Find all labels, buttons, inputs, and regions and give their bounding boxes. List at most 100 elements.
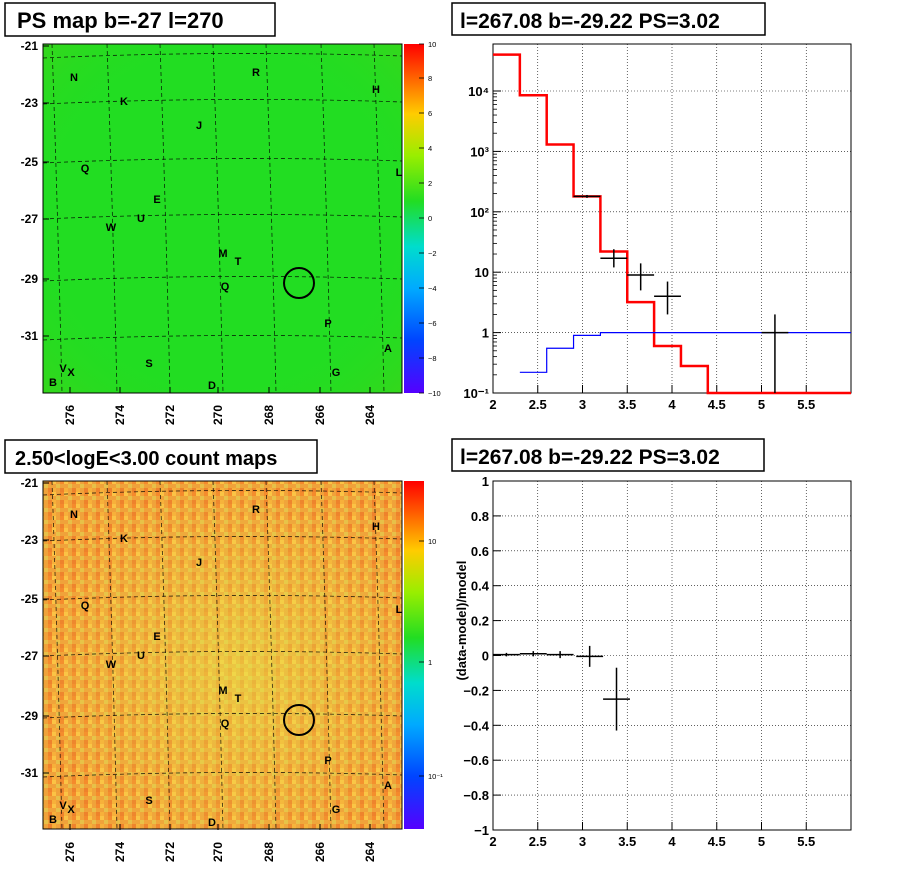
region-label: R bbox=[252, 504, 260, 516]
b-tick-label: -25 bbox=[21, 155, 39, 169]
ps-map-axes: -21 -23 -25 -27 -29 -31 276 274 272 270 268 266 264 bbox=[21, 39, 377, 425]
count-map-axes: -21 -23 -25 -27 -29 -31 276 274 272 270 268 266 264 bbox=[21, 476, 377, 862]
br-title: l=267.08 b=-29.22 PS=3.02 bbox=[460, 446, 720, 469]
region-label: Q bbox=[81, 600, 90, 612]
x-tick-label: 4.5 bbox=[708, 834, 726, 849]
y-tick-label: 0.6 bbox=[471, 544, 489, 559]
grid-meridian bbox=[320, 43, 332, 394]
x-tick-label: 5 bbox=[758, 834, 765, 849]
colorbar-tick-label: −4 bbox=[428, 284, 437, 293]
region-label: H bbox=[372, 521, 380, 533]
grid-meridian bbox=[159, 480, 171, 831]
region-label: G bbox=[332, 367, 341, 379]
region-label: W bbox=[106, 659, 117, 671]
region-label: L bbox=[396, 167, 403, 179]
b-tick-label: -31 bbox=[21, 766, 39, 780]
grid-parallel bbox=[42, 53, 403, 59]
grid-meridian bbox=[212, 43, 224, 394]
grid-parallel bbox=[42, 99, 403, 105]
bl-title: 2.50<logE<3.00 count maps bbox=[15, 448, 277, 470]
y-tick-label: −0.4 bbox=[463, 718, 489, 733]
y-tick-label: −0.8 bbox=[463, 788, 489, 803]
grid-parallel bbox=[42, 595, 403, 601]
step-series-0 bbox=[493, 53, 851, 395]
l-tick-label: 264 bbox=[363, 842, 377, 862]
residual-chart: 2 2.5 3 3.5 4 4.5 5 5.5 −1 −0.8 −0.6 −0.4 −0.2 0 0.2 0.… bbox=[454, 474, 852, 849]
ps-map-grid bbox=[42, 43, 403, 394]
ps-map-texture bbox=[43, 44, 402, 393]
x-tick-label: 5.5 bbox=[797, 397, 815, 412]
l-tick-label: 270 bbox=[211, 405, 225, 425]
grid-parallel bbox=[42, 335, 403, 341]
region-label: G bbox=[332, 804, 341, 816]
b-tick-label: -23 bbox=[21, 533, 39, 547]
region-label: L bbox=[396, 604, 403, 616]
grid-meridian bbox=[373, 480, 385, 831]
l-tick-label: 272 bbox=[163, 842, 177, 862]
y-tick-label: 10² bbox=[470, 205, 489, 220]
y-tick-label: 10 bbox=[475, 265, 489, 280]
region-label: S bbox=[145, 358, 152, 370]
x-tick-label: 3.5 bbox=[618, 397, 636, 412]
l-tick-label: 266 bbox=[313, 842, 327, 862]
y-tick-label: 1 bbox=[482, 326, 489, 341]
count-map-region-labels: N R H K J Q L EU W MT Q P A S G VB D X bbox=[49, 504, 403, 829]
region-label: P bbox=[324, 318, 331, 330]
grid-parallel bbox=[42, 651, 403, 657]
region-label: V bbox=[59, 800, 67, 812]
count-map: N R H K J Q L EU W MT Q P A S G VB D X bbox=[42, 480, 403, 831]
grid-meridian bbox=[159, 43, 171, 394]
y-tick-label: −0.2 bbox=[463, 683, 489, 698]
region-label: N bbox=[70, 509, 78, 521]
b-tick-label: -29 bbox=[21, 709, 39, 723]
grid-meridian bbox=[320, 480, 332, 831]
colorbar-tick-label: 10 bbox=[428, 537, 436, 546]
l-tick-label: 268 bbox=[262, 405, 276, 425]
region-label: J bbox=[196, 557, 202, 569]
region-label: M bbox=[218, 248, 227, 260]
region-label: K bbox=[120, 96, 128, 108]
grid-meridian bbox=[265, 480, 277, 831]
b-tick-label: -27 bbox=[21, 649, 39, 663]
region-label: W bbox=[106, 222, 117, 234]
colorbar-tick-label: 10⁻¹ bbox=[428, 772, 443, 781]
grid-meridian bbox=[212, 480, 224, 831]
region-label: D bbox=[208, 817, 216, 829]
region-label: S bbox=[145, 795, 152, 807]
region-label: A bbox=[384, 343, 392, 355]
ps-colorbar-ticks: 10 8 6 4 2 0 −2 −4 −6 −8 −10 bbox=[419, 40, 441, 398]
count-map-frame bbox=[42, 480, 403, 830]
colorbar-tick-label: 2 bbox=[428, 179, 432, 188]
grid-parallel bbox=[42, 490, 403, 496]
region-label: T bbox=[235, 693, 242, 705]
count-map-grid bbox=[42, 480, 403, 831]
count-colorbar-ticks: 10 1 10⁻¹ bbox=[419, 537, 443, 781]
l-tick-label: 264 bbox=[363, 405, 377, 425]
l-tick-label: 274 bbox=[113, 842, 127, 862]
colorbar-tick-label: 0 bbox=[428, 214, 432, 223]
region-label: R bbox=[252, 67, 260, 79]
y-tick-label: 10⁻¹ bbox=[463, 386, 489, 401]
region-label: K bbox=[120, 533, 128, 545]
grid-meridian bbox=[51, 480, 63, 831]
y-tick-label: −1 bbox=[474, 823, 489, 838]
x-tick-label: 4 bbox=[668, 397, 676, 412]
grid-meridian bbox=[373, 43, 385, 394]
colorbar-tick-label: −10 bbox=[428, 389, 441, 398]
grid-meridian bbox=[51, 43, 63, 394]
b-tick-label: -27 bbox=[21, 212, 39, 226]
tr-title-box bbox=[451, 2, 766, 36]
x-tick-label: 4.5 bbox=[708, 397, 726, 412]
b-tick-label: -21 bbox=[21, 476, 39, 490]
region-label: M bbox=[218, 685, 227, 697]
grid-parallel bbox=[42, 536, 403, 542]
ps-colorbar bbox=[404, 44, 424, 393]
grid-parallel bbox=[42, 772, 403, 778]
region-label: H bbox=[372, 84, 380, 96]
region-label: J bbox=[196, 120, 202, 132]
region-label: P bbox=[324, 755, 331, 767]
region-label: U bbox=[137, 213, 145, 225]
tl-title-box bbox=[4, 2, 276, 37]
x-tick-label: 3.5 bbox=[618, 834, 636, 849]
